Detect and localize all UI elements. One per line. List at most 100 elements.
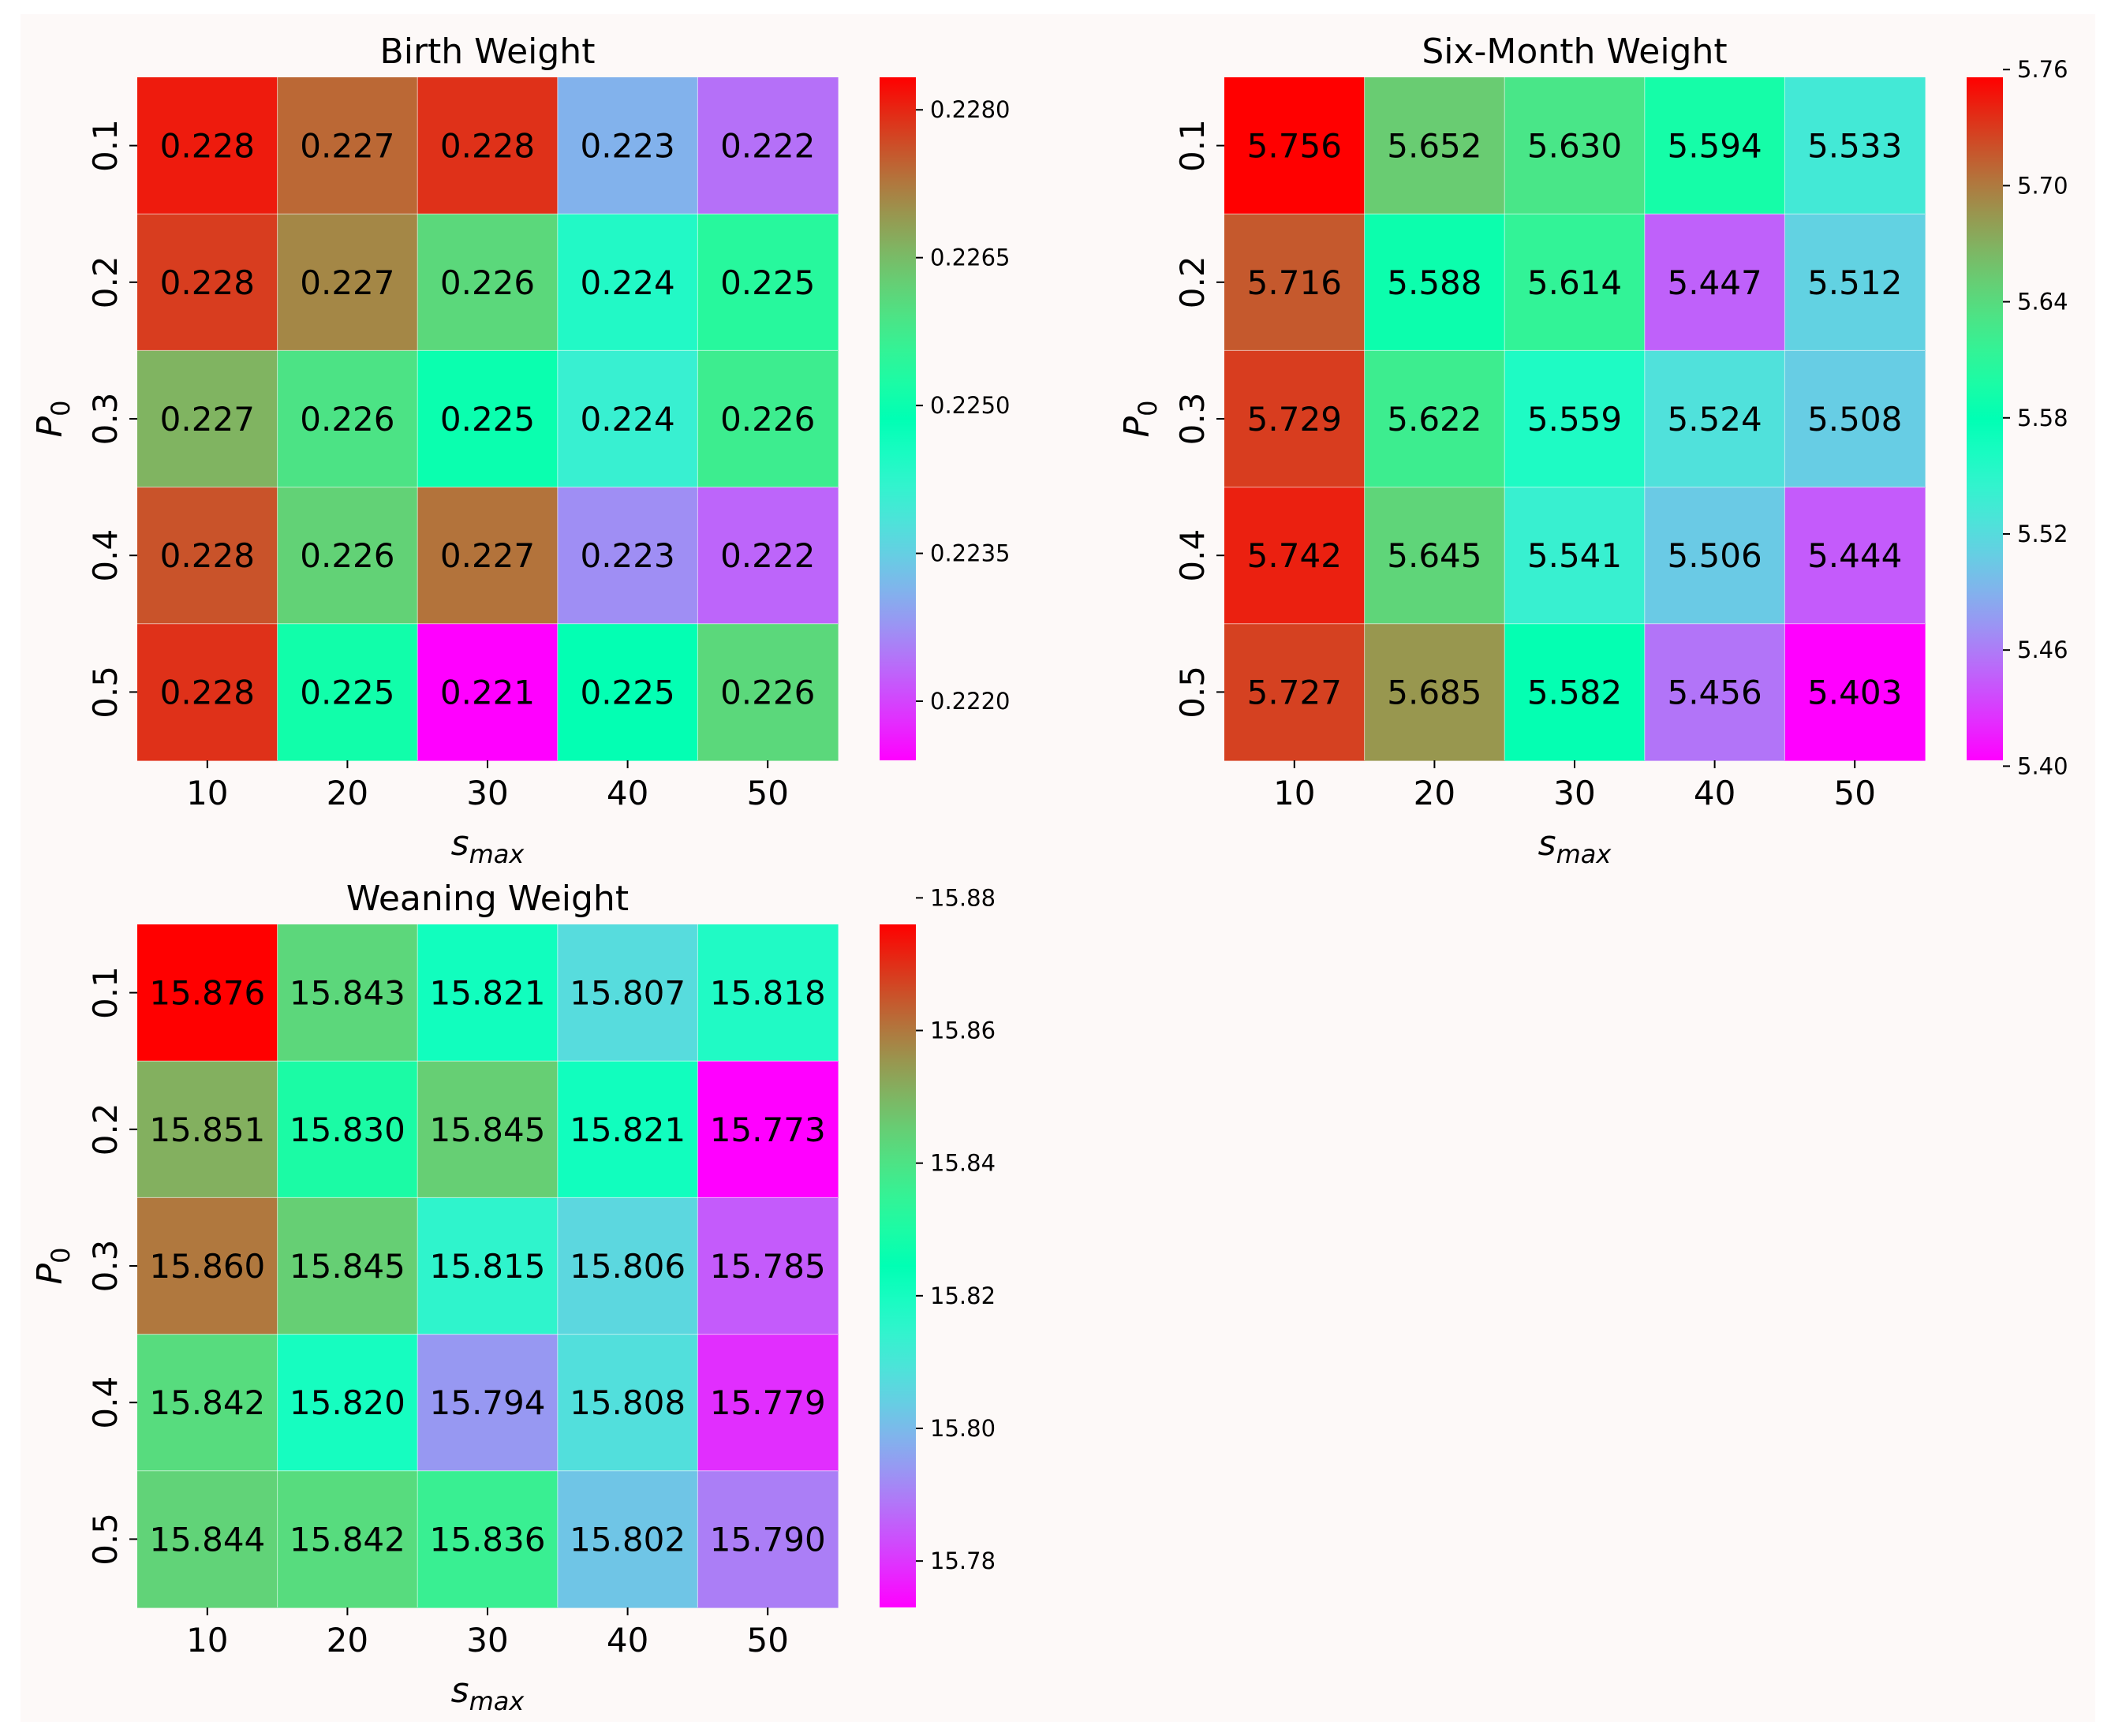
cell-annotation: 5.652: [1387, 127, 1481, 166]
heatmap-cell: [417, 1470, 559, 1608]
colorbar-tick-label: 5.70: [2017, 172, 2068, 199]
heatmap-cell: [1504, 77, 1646, 215]
y-axis-label-subscript: 0: [46, 401, 76, 416]
cell-annotation: 0.224: [580, 400, 674, 439]
y-tick-label: 0.2: [1173, 256, 1212, 308]
heatmap-cell: [557, 487, 698, 625]
heatmap-cell: [417, 1061, 559, 1198]
colorbar-tick-label: 5.58: [2017, 405, 2068, 431]
x-axis-label-main: s: [451, 823, 469, 864]
cell-annotation: 5.447: [1667, 263, 1762, 302]
x-tick-label: 10: [186, 1621, 228, 1659]
heatmap-cell: [1644, 77, 1785, 215]
heatmap-cell: [1504, 623, 1646, 761]
y-axis-label: P0: [30, 401, 76, 438]
x-tick-label: 50: [746, 774, 788, 812]
heatmap-cell: [277, 350, 418, 488]
cell-annotation: 15.802: [570, 1520, 686, 1559]
y-axis-label: P0: [1117, 401, 1163, 438]
heatmap-cell: [1364, 77, 1505, 215]
cell-annotation: 5.444: [1807, 536, 1902, 575]
y-axis-label-subscript: 0: [46, 1248, 76, 1264]
heatmap-cell: [557, 1470, 698, 1608]
cell-annotation: 0.226: [440, 263, 535, 302]
colorbar-tick-label: 15.78: [930, 1547, 996, 1574]
y-tick-label: 0.3: [1173, 393, 1212, 446]
colorbar: [880, 77, 916, 760]
heatmap-cell: [1784, 214, 1926, 351]
chart-title: Birth Weight: [380, 32, 596, 72]
heatmap-cell: [277, 924, 418, 1062]
y-tick-label: 0.4: [86, 1376, 125, 1429]
x-axis-label-subscript: max: [1556, 839, 1612, 869]
x-tick-label: 40: [1694, 774, 1736, 812]
cell-annotation: 15.860: [149, 1247, 265, 1286]
x-axis-label-subscript: max: [469, 839, 525, 869]
heatmap-cell: [277, 1470, 418, 1608]
colorbar-tick-label: 5.52: [2017, 521, 2068, 547]
cell-annotation: 0.226: [720, 673, 815, 711]
cell-annotation: 15.790: [710, 1520, 826, 1559]
cell-annotation: 15.844: [149, 1520, 265, 1559]
colorbar-tick-label: 5.46: [2017, 637, 2068, 663]
x-axis-label: smax: [451, 1671, 525, 1716]
heatmap-cell: [137, 924, 278, 1062]
cell-annotation: 15.845: [430, 1111, 546, 1149]
cell-annotation: 0.222: [720, 536, 815, 575]
colorbar-tick-label: 5.76: [2017, 56, 2068, 83]
y-axis-label-subscript: 0: [1133, 401, 1163, 416]
y-tick-label: 0.4: [1173, 529, 1212, 582]
cell-annotation: 0.224: [580, 263, 674, 302]
cell-annotation: 5.630: [1527, 127, 1622, 166]
heatmap-cell: [417, 350, 559, 488]
cell-annotation: 0.225: [300, 673, 394, 711]
heatmap-cell: [557, 924, 698, 1062]
colorbar-tick-label: 15.80: [930, 1415, 996, 1442]
heatmap-cell: [697, 1061, 839, 1198]
x-tick-label: 50: [746, 1621, 788, 1659]
heatmap-cell: [1224, 487, 1366, 625]
cell-annotation: 5.582: [1527, 673, 1622, 711]
cell-annotation: 15.851: [149, 1111, 265, 1149]
x-axis-label-subscript: max: [469, 1686, 525, 1716]
x-tick-label: 20: [327, 1621, 368, 1659]
cell-annotation: 15.821: [570, 1111, 686, 1149]
heatmap-panel-3: Weaning Weight 15.876 15.843 15.821 15.807 15…: [30, 879, 996, 1716]
y-tick-label: 0.1: [86, 119, 125, 172]
y-tick-label: 0.1: [1173, 119, 1212, 172]
heatmap-cell: [1644, 214, 1785, 351]
colorbar-tick-label: 15.86: [930, 1017, 996, 1044]
heatmap-cell: [417, 1334, 559, 1472]
cell-annotation: 15.808: [570, 1383, 686, 1422]
chart-title: Six-Month Weight: [1422, 32, 1727, 72]
heatmap-cell: [277, 214, 418, 351]
heatmap-cell: [137, 487, 278, 625]
cell-annotation: 15.842: [290, 1520, 405, 1559]
heatmap-cell: [1224, 214, 1366, 351]
cell-annotation: 5.533: [1807, 127, 1902, 166]
heatmap-cell: [557, 623, 698, 761]
cell-annotation: 0.225: [580, 673, 674, 711]
cell-annotation: 15.806: [570, 1247, 686, 1286]
cell-annotation: 0.226: [300, 400, 394, 439]
cell-annotation: 0.227: [440, 536, 535, 575]
cell-annotation: 5.588: [1387, 263, 1481, 302]
colorbar-tick-label: 0.2280: [930, 96, 1010, 123]
cell-annotation: 15.785: [710, 1247, 826, 1286]
heatmap-cell: [277, 623, 418, 761]
cell-annotation: 15.845: [290, 1247, 405, 1286]
x-axis-label-main: s: [451, 1671, 469, 1711]
colorbar-tick-label: 5.64: [2017, 289, 2068, 315]
heatmap-cell: [697, 924, 839, 1062]
y-tick-label: 0.2: [86, 256, 125, 308]
cell-annotation: 0.228: [160, 673, 255, 711]
cell-annotation: 15.830: [290, 1111, 405, 1149]
cell-annotation: 15.842: [149, 1383, 265, 1422]
heatmap-cell: [137, 1197, 278, 1335]
heatmap-cell: [277, 1334, 418, 1472]
cell-annotation: 0.226: [300, 536, 394, 575]
colorbar-tick-label: 15.84: [930, 1150, 996, 1177]
heatmap-cell: [1364, 214, 1505, 351]
heatmap-cell: [1224, 623, 1366, 761]
y-axis-label-main: P: [30, 416, 70, 437]
